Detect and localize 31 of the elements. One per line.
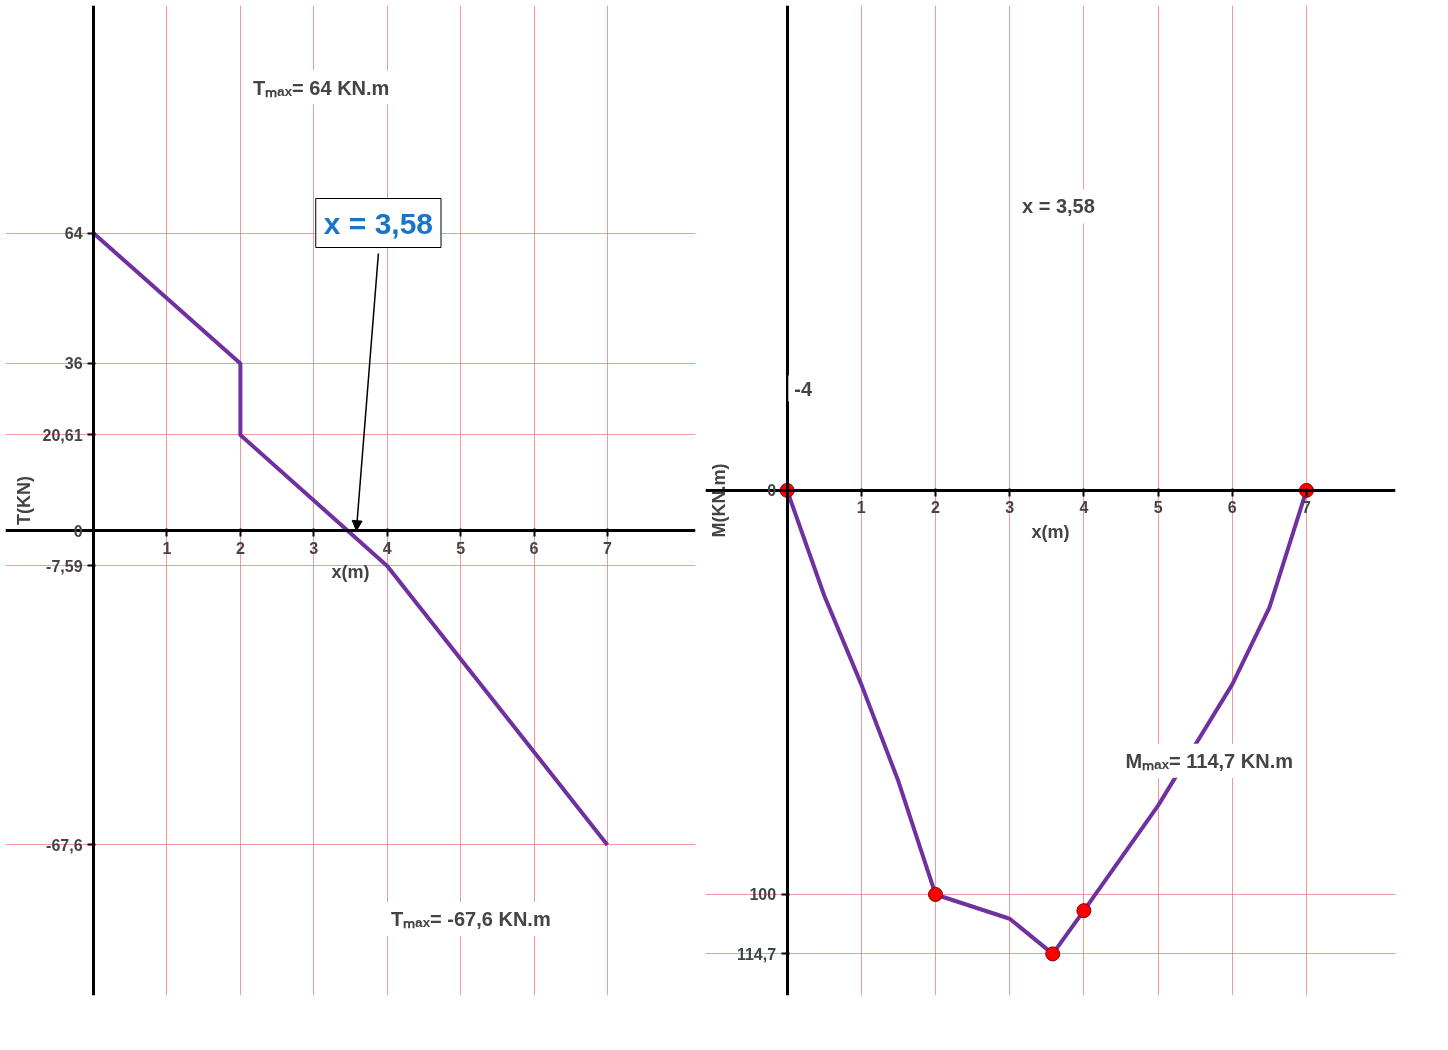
annotation: Tₘₐₓ= 64 KN.m — [253, 76, 390, 99]
y-tick-label: 36 — [64, 355, 83, 373]
x-tick-label: 6 — [1227, 499, 1237, 517]
x-axis-title: x(m) — [331, 561, 370, 582]
y-tick-label: -67,6 — [46, 836, 83, 854]
annotation: Tₘₐₓ= -67,6 KN.m — [391, 908, 551, 931]
x-tick-label: 3 — [309, 539, 319, 557]
x-tick-label: 7 — [602, 539, 612, 557]
annotation: Mₘₐₓ= 114,7 KN.m — [1125, 749, 1293, 772]
x-tick-label: 2 — [931, 499, 941, 517]
y-axis-title: M(KN.m) — [709, 463, 730, 538]
y-tick-label: 114,7 — [736, 945, 777, 963]
y-tick-label: 100 — [749, 886, 777, 904]
x-tick-label: 1 — [162, 539, 172, 557]
x-tick-label: 6 — [529, 539, 539, 557]
x-tick-label: 5 — [1153, 499, 1163, 517]
annotation: x = 3,58 — [1022, 195, 1095, 218]
x-tick-label: 2 — [235, 539, 245, 557]
x-tick-label: 4 — [1079, 499, 1089, 517]
y-tick-label: -7,59 — [46, 557, 83, 575]
y-tick-label: 64 — [64, 225, 83, 243]
y-axis-title: T(KN) — [14, 476, 35, 525]
x-tick-label: 5 — [456, 539, 466, 557]
x-axis-title: x(m) — [1031, 521, 1070, 542]
annotation: x = 3,58 — [323, 206, 434, 240]
y-tick-label: 20,61 — [42, 426, 83, 444]
x-tick-label: 1 — [856, 499, 866, 517]
annotation: -4 — [794, 377, 813, 400]
x-tick-label: 3 — [1005, 499, 1015, 517]
x-tick-label: 4 — [382, 539, 392, 557]
x-tick-label: 7 — [1302, 499, 1312, 517]
